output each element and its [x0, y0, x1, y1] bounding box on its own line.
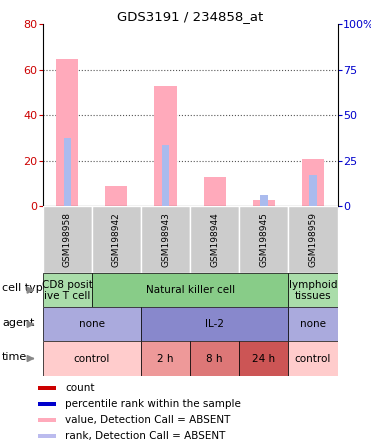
- Bar: [141, 206, 190, 273]
- Bar: [239, 206, 289, 273]
- Bar: [289, 341, 338, 376]
- Bar: [38, 418, 56, 422]
- Text: time: time: [2, 352, 27, 362]
- Bar: [43, 341, 141, 376]
- Bar: [141, 307, 289, 341]
- Bar: [63, 138, 71, 206]
- Text: GSM198944: GSM198944: [210, 212, 219, 267]
- Text: GSM198942: GSM198942: [112, 212, 121, 267]
- Text: GSM198959: GSM198959: [309, 212, 318, 267]
- Bar: [190, 206, 239, 273]
- Text: none: none: [79, 319, 105, 329]
- Text: GSM198943: GSM198943: [161, 212, 170, 267]
- Bar: [43, 307, 141, 341]
- Bar: [43, 273, 92, 307]
- Bar: [92, 206, 141, 273]
- Bar: [38, 402, 56, 406]
- Text: CD8 posit
ive T cell: CD8 posit ive T cell: [42, 280, 93, 301]
- Bar: [38, 386, 56, 390]
- Bar: [162, 145, 169, 206]
- Text: cell type: cell type: [2, 283, 50, 293]
- Bar: [154, 86, 177, 206]
- Bar: [260, 195, 267, 206]
- Title: GDS3191 / 234858_at: GDS3191 / 234858_at: [117, 10, 263, 23]
- Bar: [289, 273, 338, 307]
- Bar: [239, 341, 289, 376]
- Text: 8 h: 8 h: [207, 353, 223, 364]
- Bar: [38, 434, 56, 438]
- Bar: [190, 341, 239, 376]
- Bar: [289, 307, 338, 341]
- Text: Natural killer cell: Natural killer cell: [145, 285, 235, 295]
- Bar: [92, 273, 289, 307]
- Text: GSM198945: GSM198945: [259, 212, 268, 267]
- Bar: [56, 59, 78, 206]
- Bar: [43, 206, 92, 273]
- Bar: [253, 200, 275, 206]
- Text: count: count: [65, 383, 95, 393]
- Text: lymphoid
tissues: lymphoid tissues: [289, 280, 337, 301]
- Bar: [105, 186, 128, 206]
- Text: percentile rank within the sample: percentile rank within the sample: [65, 399, 242, 409]
- Text: control: control: [295, 353, 331, 364]
- Bar: [289, 206, 338, 273]
- Bar: [309, 174, 317, 206]
- Text: value, Detection Call = ABSENT: value, Detection Call = ABSENT: [65, 415, 231, 425]
- Bar: [204, 177, 226, 206]
- Bar: [302, 159, 324, 206]
- Text: 2 h: 2 h: [157, 353, 174, 364]
- Text: agent: agent: [2, 317, 35, 328]
- Text: GSM198958: GSM198958: [63, 212, 72, 267]
- Text: IL-2: IL-2: [205, 319, 224, 329]
- Text: control: control: [73, 353, 110, 364]
- Bar: [141, 341, 190, 376]
- Text: 24 h: 24 h: [252, 353, 275, 364]
- Text: rank, Detection Call = ABSENT: rank, Detection Call = ABSENT: [65, 431, 226, 441]
- Text: none: none: [300, 319, 326, 329]
